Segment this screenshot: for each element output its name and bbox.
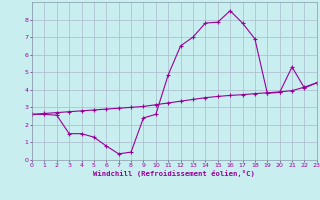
X-axis label: Windchill (Refroidissement éolien,°C): Windchill (Refroidissement éolien,°C) (93, 170, 255, 177)
